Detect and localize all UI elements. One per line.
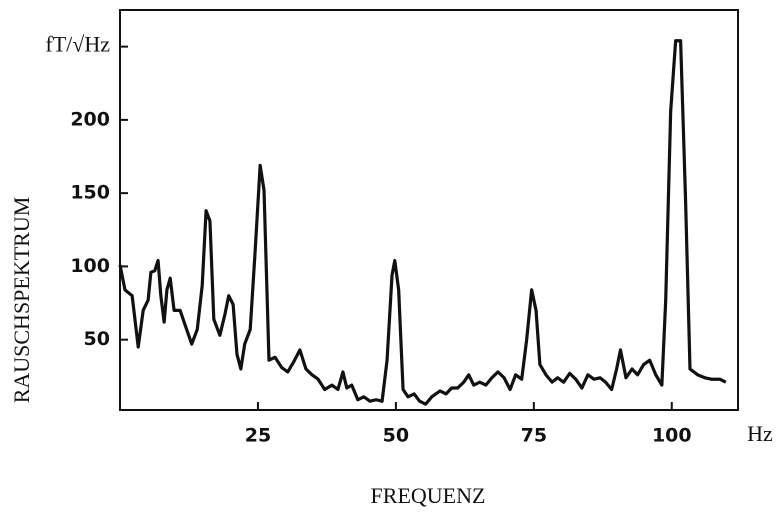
spectrum-line bbox=[118, 39, 727, 406]
y-tick-label: 200 bbox=[70, 108, 110, 130]
x-axis-title: FREQUENZ bbox=[371, 483, 486, 508]
x-tick-label: 75 bbox=[521, 425, 547, 447]
y-tick-label: 150 bbox=[70, 182, 110, 204]
plot-frame bbox=[119, 9, 739, 411]
x-tick-label: 50 bbox=[383, 425, 409, 447]
x-unit: Hz bbox=[747, 421, 773, 446]
x-tick-label: 100 bbox=[652, 425, 692, 447]
y-tick-label: fT/√Hz bbox=[45, 32, 110, 57]
y-tick-label: 50 bbox=[84, 328, 110, 350]
y-tick-label: 100 bbox=[70, 255, 110, 277]
x-tick-label: 25 bbox=[245, 425, 271, 447]
y-axis-title: RAUSCHSPEKTRUM bbox=[9, 197, 34, 404]
